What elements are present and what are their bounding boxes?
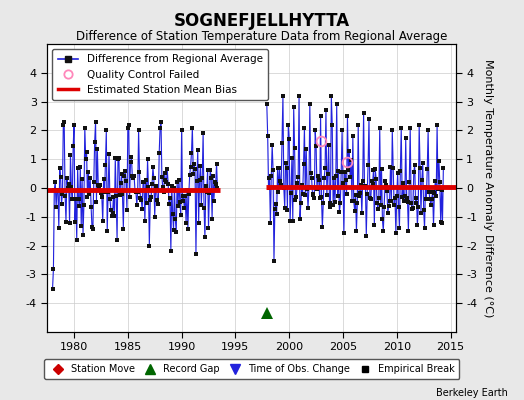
Text: Berkeley Earth: Berkeley Earth (436, 388, 508, 398)
Legend: Station Move, Record Gap, Time of Obs. Change, Empirical Break: Station Move, Record Gap, Time of Obs. C… (43, 359, 460, 379)
Text: Difference of Station Temperature Data from Regional Average: Difference of Station Temperature Data f… (77, 30, 447, 43)
Y-axis label: Monthly Temperature Anomaly Difference (°C): Monthly Temperature Anomaly Difference (… (483, 59, 493, 317)
Text: SOGNEFJELLHYTTA: SOGNEFJELLHYTTA (174, 12, 350, 30)
